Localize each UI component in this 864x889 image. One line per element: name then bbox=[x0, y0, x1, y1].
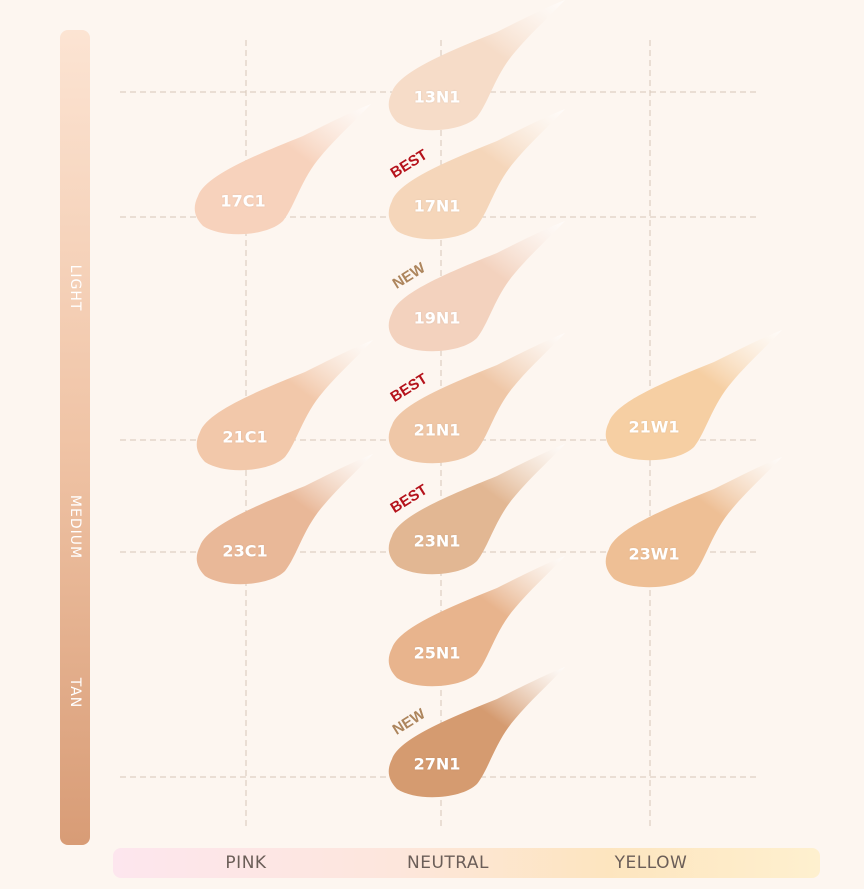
shade-swatch-17c1 bbox=[194, 104, 371, 235]
shade-swatch-25n1 bbox=[388, 556, 565, 687]
shade-label: 13N1 bbox=[413, 87, 461, 107]
undertone-label-yellow: YELLOW bbox=[614, 853, 688, 873]
shade-label: 17N1 bbox=[413, 196, 461, 216]
shade-swatch-13n1 bbox=[388, 0, 565, 131]
shade-label: 23N1 bbox=[413, 531, 461, 551]
shade-swatch-19n1 bbox=[388, 221, 565, 352]
shade-swatch-23n1 bbox=[388, 444, 565, 575]
shade-swatch-27n1 bbox=[388, 667, 565, 798]
shade-label: 21W1 bbox=[628, 417, 680, 437]
tone-depth-bar bbox=[60, 30, 90, 845]
undertone-label-neutral: NEUTRAL bbox=[406, 853, 490, 873]
shade-swatch-21c1 bbox=[196, 340, 373, 471]
shade-label: 27N1 bbox=[413, 754, 461, 774]
shade-swatch-17n1 bbox=[388, 109, 565, 240]
shade-label: 25N1 bbox=[413, 643, 461, 663]
shade-label: 21C1 bbox=[222, 427, 268, 447]
undertone-label-pink: PINK bbox=[225, 853, 267, 873]
shade-swatch-21n1 bbox=[388, 333, 565, 464]
shade-swatch-23w1 bbox=[605, 457, 782, 588]
shade-label: 19N1 bbox=[413, 308, 461, 328]
shade-swatch-21w1 bbox=[605, 330, 782, 461]
shade-label: 23C1 bbox=[222, 541, 268, 561]
shade-label: 23W1 bbox=[628, 544, 680, 564]
shade-label: 17C1 bbox=[220, 191, 266, 211]
shade-swatch-23c1 bbox=[196, 454, 373, 585]
shade-label: 21N1 bbox=[413, 420, 461, 440]
undertone-bar bbox=[113, 848, 820, 878]
